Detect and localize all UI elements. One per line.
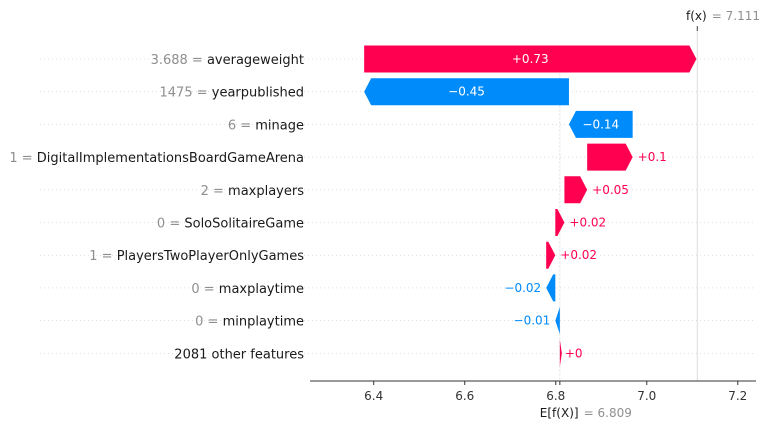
feature-name: averageweight	[207, 53, 304, 68]
bar-value-label: +0.05	[592, 183, 629, 197]
feature-value: 2 =	[201, 184, 228, 199]
efx-label: E[f(X)]	[540, 406, 579, 420]
bar-value-label: +0.02	[560, 248, 597, 262]
feature-name: 2081 other features	[174, 347, 304, 362]
feature-name: maxplaytime	[219, 282, 304, 297]
feature-label: 2081 other features	[174, 347, 304, 362]
feature-label: 0 = maxplaytime	[191, 282, 304, 297]
fx-value: = 7.111	[712, 9, 760, 23]
feature-label: 6 = minage	[228, 118, 304, 133]
x-tick-label: 6.8	[546, 389, 565, 403]
feature-name: SoloSolitaireGame	[184, 217, 304, 232]
reference-lines	[559, 26, 698, 381]
fx-label: f(x)	[686, 9, 707, 23]
feature-labels: 3.688 = averageweight 1475 = yearpublishe…	[9, 53, 304, 362]
feature-value: 0 =	[157, 217, 184, 232]
feature-label: 1 = PlayersTwoPlayerOnlyGames	[89, 249, 304, 264]
x-tick-label: 6.4	[364, 389, 383, 403]
bar-value-label: +0.02	[569, 216, 606, 230]
bar-value-label: −0.14	[582, 117, 619, 131]
x-tick-label: 7.0	[637, 389, 656, 403]
feature-label: 1475 = yearpublished	[160, 86, 304, 101]
bar-value-label: −0.02	[504, 281, 541, 295]
contribution-bar	[568, 110, 633, 138]
base-value-label: E[f(X)] = 6.809	[540, 402, 632, 421]
feature-value: 1 =	[9, 151, 36, 166]
feature-name: PlayersTwoPlayerOnlyGames	[117, 249, 305, 264]
x-tick-label: 7.2	[728, 389, 747, 403]
feature-value: 1 =	[89, 249, 116, 264]
bar-value-label: +0	[565, 346, 583, 360]
feature-value: 3.688 =	[151, 53, 207, 68]
contribution-bar	[364, 45, 697, 73]
contribution-bar	[546, 241, 556, 269]
feature-name: minplaytime	[223, 315, 304, 330]
contribution-bars: +0.73 −0.45 −0.14 +0.1 +0.05 +0.02 +0.02 −0.02 −…	[364, 45, 697, 367]
contribution-bar	[364, 78, 569, 106]
contribution-bar	[587, 143, 633, 171]
feature-label: 0 = SoloSolitaireGame	[157, 217, 304, 232]
feature-name: minage	[255, 118, 304, 133]
output-value-label: f(x) = 7.111	[686, 5, 760, 24]
bar-value-label: −0.45	[448, 85, 485, 99]
feature-value: 1475 =	[160, 86, 212, 101]
bar-value-label: +0.73	[512, 52, 549, 66]
feature-label: 3.688 = averageweight	[151, 53, 304, 68]
bar-value-label: +0.1	[638, 150, 667, 164]
contribution-bar	[559, 339, 562, 367]
x-axis: 6.4 6.6 6.8 7.0 7.2	[310, 380, 756, 403]
feature-value: 0 =	[191, 282, 218, 297]
x-tick-label: 6.6	[455, 389, 474, 403]
efx-value: = 6.809	[584, 406, 632, 420]
feature-value: 0 =	[195, 315, 222, 330]
feature-name: maxplayers	[228, 184, 304, 199]
bar-value-label: −0.01	[514, 314, 551, 328]
feature-label: 2 = maxplayers	[201, 184, 305, 199]
contribution-bar	[555, 209, 565, 236]
feature-label: 0 = minplaytime	[195, 315, 304, 330]
feature-label: 1 = DigitalImplementationsBoardGameArena	[9, 151, 304, 166]
feature-value: 6 =	[228, 118, 255, 133]
contribution-bar	[555, 307, 560, 335]
feature-name: DigitalImplementationsBoardGameArena	[37, 151, 304, 166]
contribution-bar	[564, 176, 588, 204]
feature-name: yearpublished	[212, 86, 304, 101]
contribution-bar	[546, 274, 556, 302]
